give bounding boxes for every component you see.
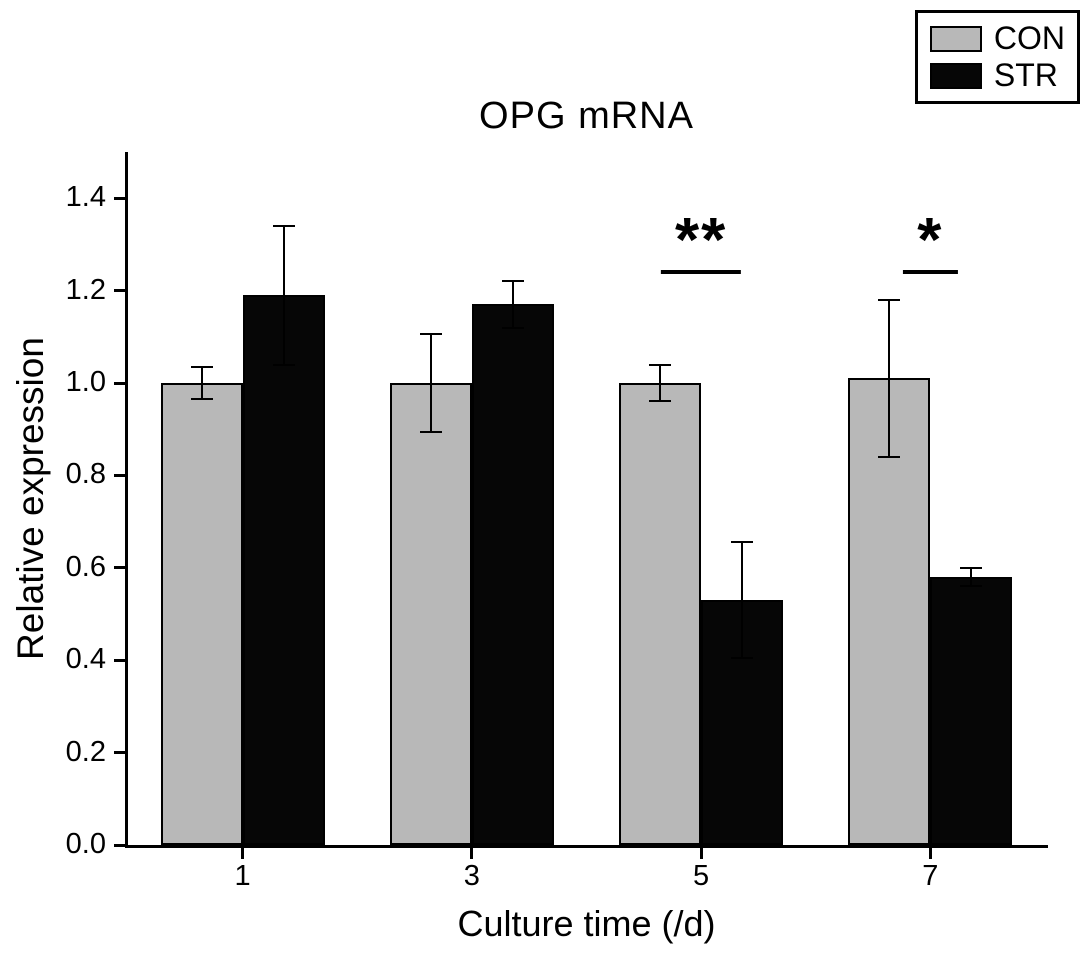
y-tick [114,843,125,847]
error-bar [429,334,432,432]
x-tick [699,848,703,859]
error-bar-cap [272,363,295,366]
y-tick [114,381,125,385]
y-axis-line [125,152,128,848]
error-bar-cap [960,585,983,588]
legend-swatch-con [929,25,982,52]
error-bar [282,225,285,365]
error-bar-cap [272,224,295,227]
legend: CON STR [914,10,1080,104]
legend-entry-con: CON [929,20,1065,57]
x-tick [241,848,245,859]
legend-entry-str: STR [929,57,1065,94]
error-bar-cap [960,566,983,569]
y-tick-label: 0.2 [65,735,106,768]
legend-label-str: STR [993,57,1058,93]
error-bar-cap [731,656,754,659]
plot-area: 0.0 0.2 0.4 0.6 0.8 1.0 1.2 1.4 1 3 5 7 ** * [66,152,1048,892]
error-bar-cap [649,400,672,403]
x-tick [470,848,474,859]
error-bar-cap [190,365,213,368]
bar-con-day3 [389,383,472,845]
x-tick [928,848,932,859]
y-tick [114,196,125,200]
significance-marker: * [903,210,958,274]
y-tick [114,566,125,570]
y-tick-label: 1.0 [65,366,106,398]
error-bar [970,567,973,587]
y-tick [114,473,125,477]
error-bar [200,366,203,400]
x-tick-label: 1 [234,860,251,892]
bar-str-day7 [930,577,1013,845]
y-tick [114,289,125,293]
bar-str-day3 [471,304,554,845]
y-tick-label: 0.0 [65,828,106,860]
error-bar-cap [649,363,672,366]
x-tick-label: 7 [922,860,939,892]
y-tick [114,751,125,755]
error-bar-cap [731,541,754,544]
error-bar [659,364,662,402]
error-bar-cap [190,398,213,401]
error-bar-cap [419,333,442,336]
y-tick-label: 1.4 [65,181,106,214]
error-bar-cap [878,455,901,458]
y-tick-label: 0.6 [65,550,106,583]
x-tick-label: 3 [463,860,480,892]
x-axis-label: Culture time (/d) [457,903,716,944]
error-bar-cap [878,298,901,301]
error-bar-cap [501,326,524,329]
legend-label-con: CON [993,20,1065,56]
x-tick-label: 5 [693,860,710,892]
error-bar [741,542,744,658]
error-bar [511,281,514,328]
chart-title: OPG mRNA [479,95,694,137]
bar-str-day1 [242,295,325,845]
y-tick-label: 0.8 [65,458,106,491]
y-tick [114,658,125,662]
legend-swatch-str [929,62,982,89]
y-tick-label: 1.2 [65,273,106,306]
error-bar-cap [501,280,524,283]
x-axis-line [125,845,1048,848]
y-tick-label: 0.4 [65,643,106,676]
significance-marker: ** [660,210,742,274]
error-bar [888,299,891,457]
bar-con-day5 [619,383,702,845]
error-bar-cap [419,430,442,433]
bar-con-day1 [160,383,243,845]
